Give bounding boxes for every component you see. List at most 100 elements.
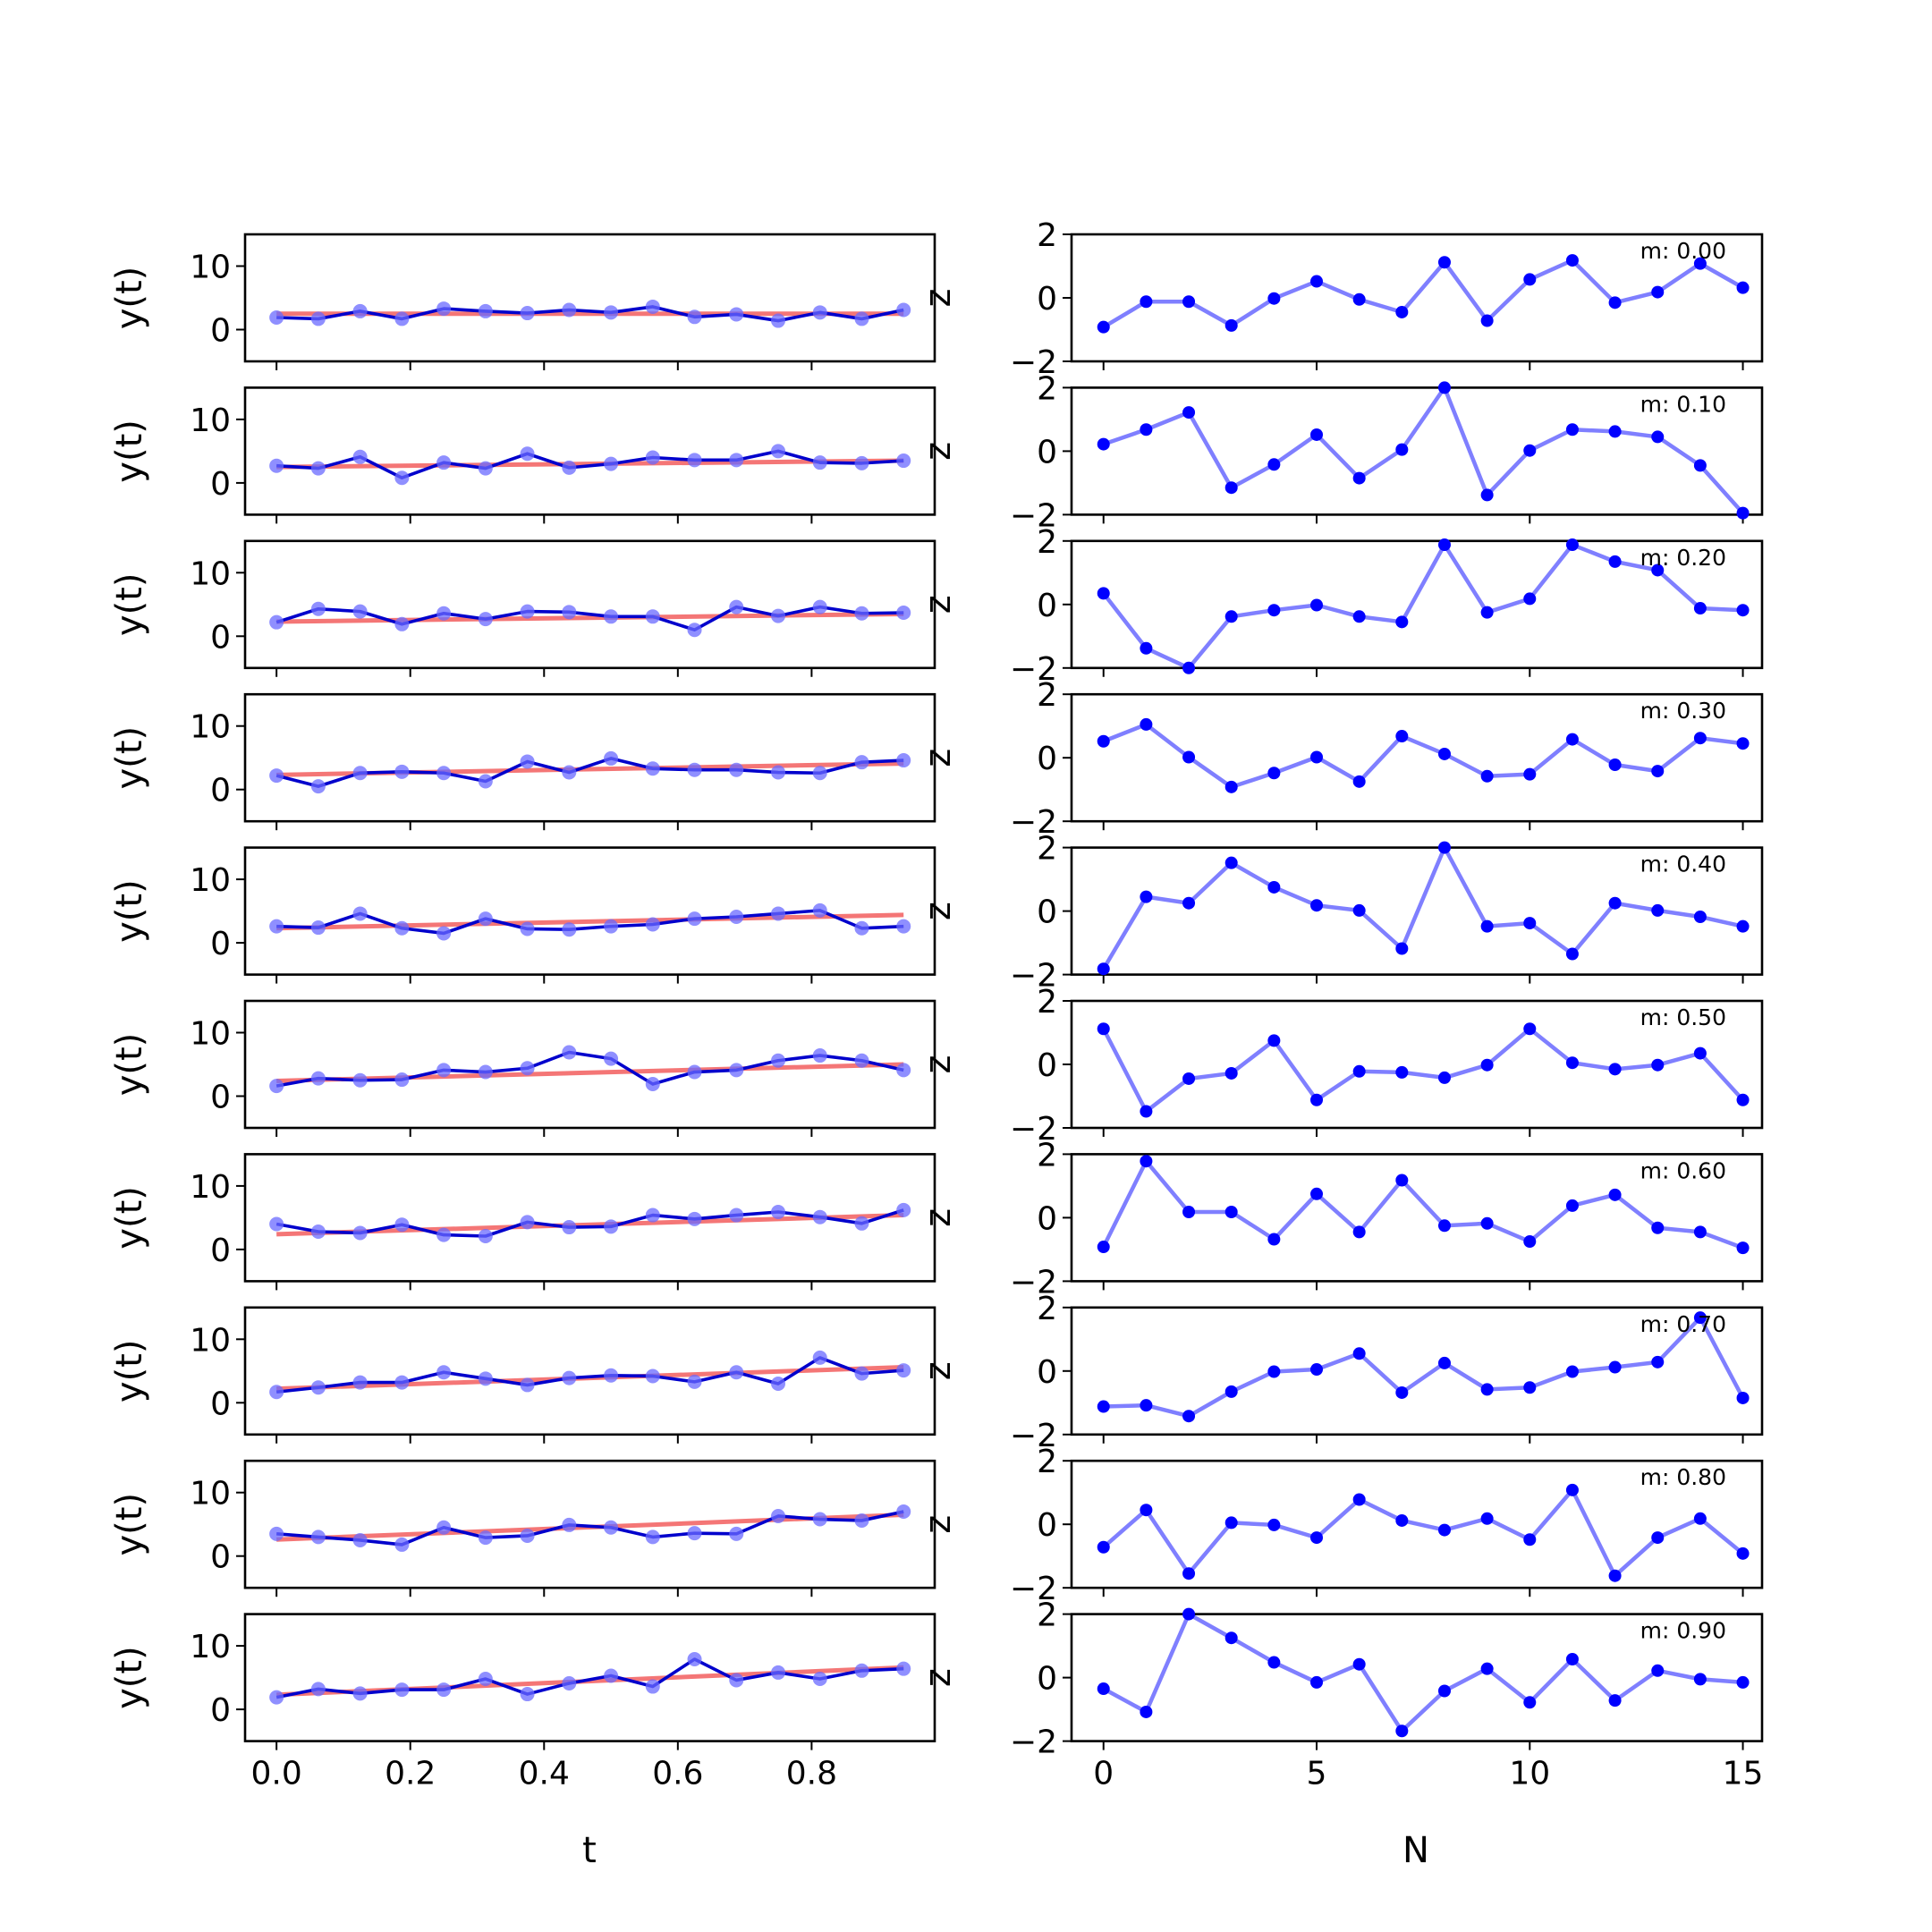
data-point bbox=[1693, 1673, 1707, 1686]
y-axis-label: y(t) bbox=[109, 1340, 150, 1403]
data-point bbox=[1693, 1311, 1707, 1325]
data-point bbox=[1224, 481, 1238, 495]
data-point bbox=[1267, 1656, 1281, 1669]
data-point bbox=[687, 1652, 702, 1667]
data-point bbox=[1182, 750, 1196, 764]
data-line bbox=[276, 909, 904, 936]
data-point bbox=[1437, 1523, 1451, 1537]
y-tick-label: 0 bbox=[210, 926, 231, 962]
data-point bbox=[1395, 1724, 1409, 1738]
y-axis-label: z bbox=[918, 902, 959, 920]
data-point bbox=[1182, 661, 1196, 674]
y-axis-label: y(t) bbox=[109, 1646, 150, 1709]
data-point bbox=[1267, 1365, 1281, 1378]
data-point bbox=[520, 754, 535, 769]
x-tick-label: 0 bbox=[1093, 1756, 1114, 1792]
right-panel-5: −2 0 2 z m: 0.50 bbox=[918, 984, 1764, 1148]
data-point bbox=[1310, 1675, 1324, 1689]
data-point bbox=[604, 1520, 619, 1535]
data-line bbox=[276, 305, 904, 323]
data-point bbox=[896, 1661, 911, 1676]
data-point bbox=[1437, 538, 1451, 552]
data-point bbox=[812, 599, 827, 614]
fit-line bbox=[276, 611, 904, 624]
data-point bbox=[1693, 1512, 1707, 1525]
data-point bbox=[520, 1528, 535, 1543]
data-point bbox=[1395, 443, 1409, 456]
data-point bbox=[854, 1053, 869, 1068]
data-point bbox=[269, 768, 284, 784]
data-point bbox=[1310, 428, 1324, 441]
data-point bbox=[1182, 1410, 1196, 1423]
data-point bbox=[812, 1672, 827, 1687]
panel-label: m: 0.50 bbox=[1640, 1004, 1726, 1030]
y-tick-label: 0 bbox=[210, 1539, 231, 1576]
data-point bbox=[1565, 1056, 1579, 1070]
y-tick-label: −2 bbox=[1010, 497, 1057, 534]
data-point bbox=[729, 909, 744, 924]
data-point bbox=[310, 311, 326, 326]
data-point bbox=[1693, 1046, 1707, 1060]
data-point bbox=[520, 446, 535, 462]
data-point bbox=[1182, 295, 1196, 309]
data-point bbox=[645, 761, 660, 776]
data-point bbox=[729, 1526, 744, 1541]
x-tick-label: 0.6 bbox=[652, 1756, 703, 1792]
data-point bbox=[520, 604, 535, 619]
data-point bbox=[478, 1228, 493, 1243]
data-line bbox=[1102, 258, 1744, 329]
data-point bbox=[310, 1380, 326, 1395]
data-point bbox=[1523, 592, 1537, 606]
y-axis-label: z bbox=[918, 1668, 959, 1687]
y-tick-label: −2 bbox=[1010, 1111, 1057, 1148]
y-tick-label: 0 bbox=[1037, 1200, 1057, 1237]
data-point bbox=[269, 919, 284, 934]
data-point bbox=[1395, 1065, 1409, 1079]
data-point bbox=[1736, 737, 1750, 750]
data-point bbox=[1736, 281, 1750, 294]
left-panel-6: 0 10 y(t) bbox=[109, 1153, 936, 1291]
data-point bbox=[854, 1513, 869, 1528]
data-point bbox=[1352, 1493, 1366, 1506]
data-point bbox=[1182, 1607, 1196, 1621]
data-point bbox=[1352, 903, 1366, 917]
data-point bbox=[1608, 1569, 1622, 1582]
data-point bbox=[1352, 1225, 1366, 1239]
right-panel-8: −2 0 2 z m: 0.80 bbox=[918, 1444, 1764, 1607]
data-point bbox=[1097, 1400, 1110, 1413]
data-point bbox=[1352, 471, 1366, 485]
data-point bbox=[1523, 1022, 1537, 1036]
subplot-grid: 0 10 y(t) 0 10 y(t) 0 10 y(t) 0 10 y(t) 0 10 y(t) 0 10 y(… bbox=[109, 217, 1763, 1792]
panel-label: m: 0.40 bbox=[1640, 852, 1726, 877]
y-tick-label: −2 bbox=[1010, 344, 1057, 381]
data-point bbox=[1310, 275, 1324, 288]
data-point bbox=[812, 902, 827, 918]
y-tick-label: 0 bbox=[210, 1233, 231, 1269]
data-point bbox=[520, 1061, 535, 1076]
data-point bbox=[1140, 295, 1153, 309]
data-point bbox=[310, 461, 326, 476]
data-point bbox=[896, 1063, 911, 1078]
data-point bbox=[771, 1508, 786, 1523]
right-panel-0: −2 0 2 z m: 0.00 bbox=[918, 217, 1764, 381]
y-axis-label: y(t) bbox=[109, 267, 150, 330]
data-point bbox=[1480, 1058, 1494, 1072]
data-point bbox=[1523, 273, 1537, 286]
data-point bbox=[436, 766, 452, 781]
right-panel-6: −2 0 2 z m: 0.60 bbox=[918, 1137, 1764, 1301]
data-point bbox=[1565, 538, 1579, 552]
data-point bbox=[1140, 1504, 1153, 1517]
data-point bbox=[1395, 1513, 1409, 1527]
data-point bbox=[771, 1205, 786, 1220]
data-point bbox=[1395, 1385, 1409, 1399]
y-axis-label: y(t) bbox=[109, 726, 150, 790]
data-point bbox=[1523, 444, 1537, 457]
data-point bbox=[1182, 896, 1196, 910]
data-point bbox=[310, 1224, 326, 1240]
data-point bbox=[771, 608, 786, 623]
data-point bbox=[687, 1064, 702, 1080]
data-point bbox=[812, 1512, 827, 1527]
data-point bbox=[1651, 285, 1665, 299]
axes-frame bbox=[243, 846, 936, 976]
y-tick-label: −2 bbox=[1010, 958, 1057, 995]
